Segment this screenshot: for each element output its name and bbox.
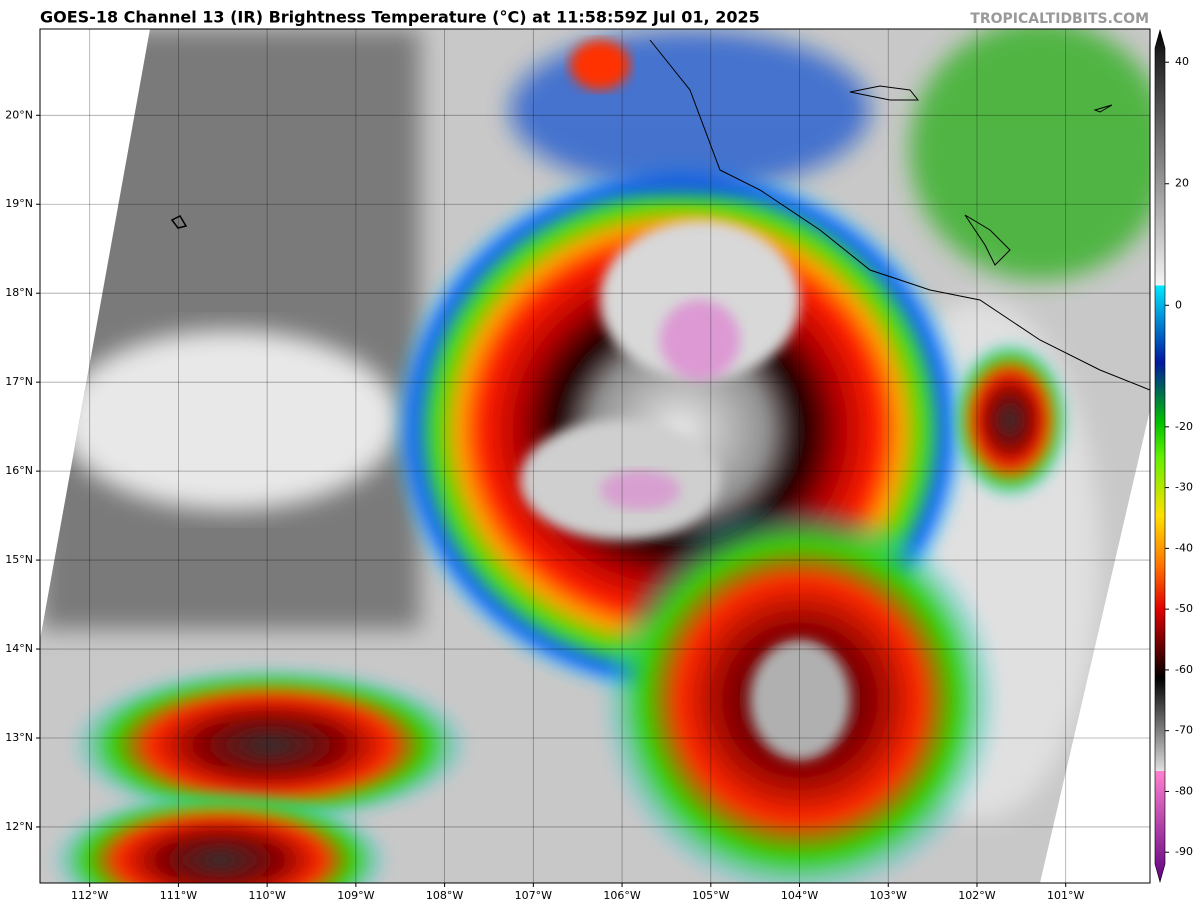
map-frame <box>39 28 1151 884</box>
lon-label: 103°W <box>870 889 907 902</box>
lon-label: 105°W <box>692 889 729 902</box>
colorbar-label: -20 <box>1175 420 1193 433</box>
title: GOES-18 Channel 13 (IR) Brightness Tempe… <box>40 8 760 27</box>
lat-label: 16°N <box>5 464 33 477</box>
lon-label: 112°W <box>71 889 108 902</box>
credit: TROPICALTIDBITS.COM <box>970 11 1149 27</box>
colorbar-label: -70 <box>1175 724 1193 737</box>
lon-label: 101°W <box>1047 889 1084 902</box>
lat-label: 19°N <box>5 197 33 210</box>
colorbar-label: 20 <box>1175 177 1189 190</box>
lon-label: 109°W <box>337 889 374 902</box>
satellite-image <box>40 29 1150 883</box>
lat-label: 12°N <box>5 820 33 833</box>
lat-label: 13°N <box>5 731 33 744</box>
colorbar-label: -90 <box>1175 845 1193 858</box>
lon-label: 104°W <box>781 889 818 902</box>
lon-label: 108°W <box>426 889 463 902</box>
lat-label: 14°N <box>5 642 33 655</box>
colorbar-label: 40 <box>1175 55 1189 68</box>
lat-label: 20°N <box>5 108 33 121</box>
colorbar-label: 0 <box>1175 298 1182 311</box>
lon-label: 106°W <box>603 889 640 902</box>
lon-label: 111°W <box>160 889 197 902</box>
colorbar-label: -30 <box>1175 481 1193 494</box>
colorbar <box>1154 28 1166 884</box>
lon-label: 107°W <box>515 889 552 902</box>
colorbar-label: -50 <box>1175 602 1193 615</box>
colorbar-label: -80 <box>1175 784 1193 797</box>
lat-label: 17°N <box>5 375 33 388</box>
colorbar-label: -40 <box>1175 541 1193 554</box>
lat-label: 15°N <box>5 553 33 566</box>
colorbar-label: -60 <box>1175 663 1193 676</box>
lon-label: 110°W <box>248 889 285 902</box>
lon-label: 102°W <box>958 889 995 902</box>
lat-label: 18°N <box>5 286 33 299</box>
